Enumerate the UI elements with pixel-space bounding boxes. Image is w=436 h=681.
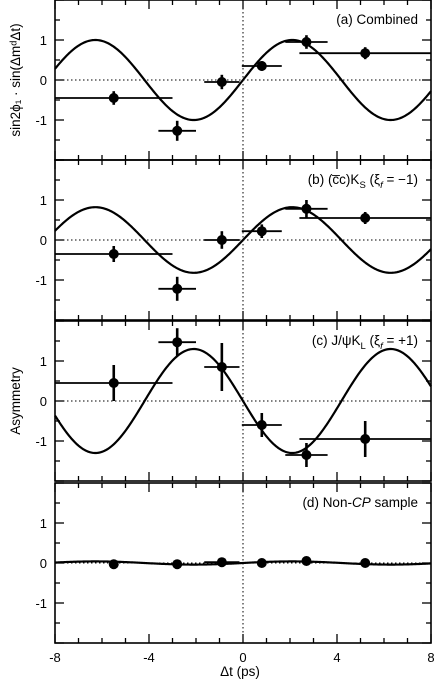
point-marker: [301, 37, 312, 47]
data-point: [204, 343, 240, 391]
y-tick-label: -1: [35, 113, 47, 128]
y-axis-title: Asymmetry: [8, 367, 23, 435]
y-tick-label: 0: [40, 394, 47, 409]
fit-curve: [54, 38, 432, 122]
y-tick-label: 1: [40, 354, 47, 369]
panels: 1 0 -1 (a) Combined 1 0 -1 (b) (c̅c)KS (ξf = −1…: [35, 0, 432, 644]
data-point: [285, 200, 328, 218]
point-marker: [172, 125, 183, 136]
panel-label: (a) Combined: [336, 12, 418, 27]
point-marker: [256, 61, 267, 71]
data-point: [55, 365, 173, 401]
panel-3: 1 0 -1 (c) J/ψKL (ξf = +1): [35, 320, 432, 482]
x-axis-title: Δt (ps): [220, 664, 260, 679]
x-axis: -8 -4 0 4 8: [49, 650, 434, 665]
data-point: [204, 74, 240, 90]
y-axis-title: sin2ϕ₁ · sin(ΔmᵈΔt): [8, 23, 23, 136]
point-marker: [360, 434, 371, 444]
axis-labels: Δt (ps) sin2ϕ₁ · sin(ΔmᵈΔt) Asymmetry: [8, 23, 260, 679]
point-marker: [108, 378, 119, 388]
data-point: [55, 246, 173, 262]
x-tick-label: -8: [49, 650, 61, 665]
panel-4: 1 0 -1 (d) Non-CP sample: [35, 482, 432, 644]
point-marker: [360, 213, 371, 223]
point-marker: [172, 559, 183, 570]
point-marker: [301, 556, 312, 566]
y-tick-label: -1: [35, 273, 47, 288]
x-tick-label: 4: [333, 650, 340, 665]
data-point: [360, 558, 371, 568]
data-point: [256, 558, 267, 568]
point-marker: [216, 77, 227, 87]
data-point: [241, 413, 282, 437]
data-point: [55, 91, 173, 105]
y-tick-label: 1: [40, 33, 47, 48]
point-marker: [256, 226, 267, 237]
data-point: [172, 559, 183, 570]
y-tick-label: 1: [40, 516, 47, 531]
x-tick-label: -4: [143, 650, 155, 665]
panel-label: (d) Non-CP sample: [302, 495, 418, 510]
data-point: [158, 276, 196, 301]
y-tick-label: -1: [35, 434, 47, 449]
point-marker: [108, 93, 119, 103]
point-marker: [108, 559, 119, 570]
panel-2: 1 0 -1 (b) (c̅c)KS (ξf = −1): [35, 159, 432, 321]
panel-label: (c) J/ψKL (ξf = +1): [312, 333, 418, 352]
data-point: [158, 120, 196, 141]
point-marker: [172, 337, 183, 348]
y-tick-label: 1: [40, 193, 47, 208]
y-tick-label: -1: [35, 596, 47, 611]
point-marker: [301, 450, 312, 460]
point-marker: [256, 558, 267, 568]
data-point: [299, 47, 431, 60]
y-tick-label: 0: [40, 73, 47, 88]
panel-label: (b) (c̅c)KS (ξf = −1): [308, 172, 418, 191]
data-point: [241, 224, 282, 238]
point-marker: [360, 48, 371, 59]
data-point: [241, 61, 282, 71]
point-marker: [216, 235, 227, 245]
data-point: [108, 559, 119, 570]
fit-curve: [54, 206, 432, 274]
y-tick-label: 0: [40, 556, 47, 571]
point-marker: [360, 558, 371, 568]
data-point: [285, 443, 328, 467]
point-marker: [172, 283, 183, 294]
data-point: [158, 328, 196, 357]
data-point: [204, 231, 240, 249]
point-marker: [216, 557, 227, 568]
data-point: [204, 557, 240, 568]
y-tick-label: 0: [40, 233, 47, 248]
panel-1: 1 0 -1 (a) Combined: [35, 0, 432, 161]
point-marker: [256, 420, 267, 430]
point-marker: [108, 249, 119, 259]
data-point: [285, 35, 328, 49]
x-tick-label: 0: [239, 650, 246, 665]
data-point: [299, 212, 431, 224]
data-point: [299, 421, 431, 457]
data-point: [301, 556, 312, 566]
point-marker: [216, 362, 227, 372]
x-tick-label: 8: [427, 650, 434, 665]
fit-curve: [54, 347, 432, 455]
point-marker: [301, 203, 312, 214]
